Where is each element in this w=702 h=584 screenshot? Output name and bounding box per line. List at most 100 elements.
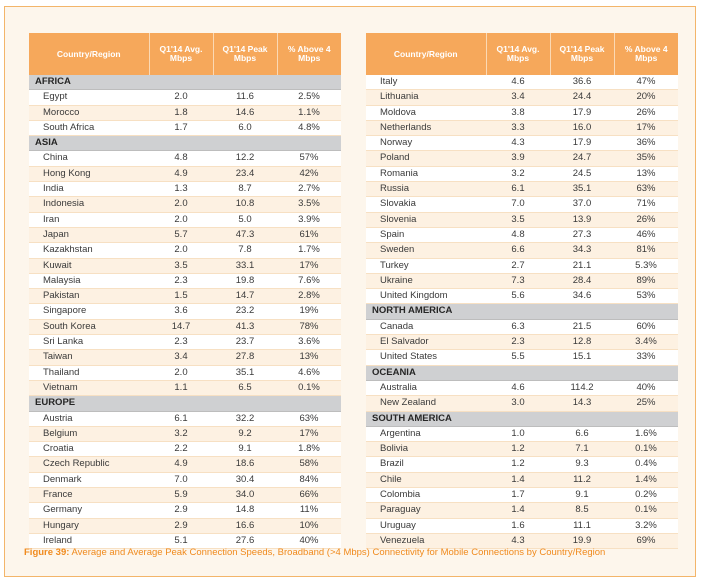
- table-row: Austria 6.1 32.2 63%: [29, 411, 341, 427]
- above-4mbps-cell: 3.9%: [277, 212, 341, 228]
- above-4mbps-cell: 1.4%: [614, 472, 678, 489]
- peak-mbps-cell: 12.8: [550, 334, 614, 351]
- table-row: Colombia 1.7 9.1 0.2%: [366, 487, 678, 504]
- above-4mbps-cell: 61%: [277, 227, 341, 244]
- table-row: Paraguay 1.4 8.5 0.1%: [366, 502, 678, 519]
- peak-mbps-cell: 35.1: [550, 181, 614, 198]
- peak-mbps-cell: 21.1: [550, 258, 614, 274]
- avg-mbps-cell: 2.3: [486, 334, 550, 351]
- region-label: NORTH AMERICA: [366, 303, 678, 320]
- table-row: Croatia 2.2 9.1 1.8%: [29, 441, 341, 458]
- avg-mbps-cell: 2.0: [149, 242, 213, 259]
- peak-mbps-cell: 30.4: [213, 472, 277, 489]
- country-cell: Uruguay: [366, 518, 486, 534]
- table-row: Uruguay 1.6 11.1 3.2%: [366, 518, 678, 534]
- peak-mbps-cell: 9.3: [550, 456, 614, 473]
- avg-mbps-cell: 7.0: [149, 472, 213, 489]
- country-cell: Chile: [366, 472, 486, 489]
- avg-mbps-cell: 1.5: [149, 288, 213, 305]
- table-row: Thailand 2.0 35.1 4.6%: [29, 365, 341, 381]
- avg-mbps-cell: 5.9: [149, 487, 213, 504]
- peak-mbps-cell: 12.2: [213, 150, 277, 167]
- country-cell: Denmark: [29, 472, 149, 489]
- above-4mbps-cell: 47%: [614, 75, 678, 91]
- country-cell: Poland: [366, 150, 486, 167]
- country-cell: Bolivia: [366, 441, 486, 458]
- peak-mbps-cell: 34.0: [213, 487, 277, 504]
- table-row: El Salvador 2.3 12.8 3.4%: [366, 334, 678, 351]
- table-row: Venezuela 4.3 19.9 69%: [366, 533, 678, 550]
- above-4mbps-cell: 26%: [614, 212, 678, 228]
- table-header-row: Country/Region Q1'14 Avg. Mbps Q1'14 Pea…: [366, 33, 678, 75]
- table-row: United States 5.5 15.1 33%: [366, 349, 678, 366]
- avg-mbps-cell: 3.5: [149, 258, 213, 274]
- avg-mbps-cell: 6.1: [486, 181, 550, 198]
- avg-mbps-cell: 1.6: [486, 518, 550, 534]
- country-cell: Taiwan: [29, 349, 149, 366]
- figure-frame: Country/Region Q1'14 Avg. Mbps Q1'14 Pea…: [4, 6, 696, 577]
- avg-mbps-cell: 6.1: [149, 411, 213, 427]
- above-4mbps-cell: 81%: [614, 242, 678, 259]
- above-4mbps-cell: 53%: [614, 288, 678, 305]
- table-row: Australia 4.6 114.2 40%: [366, 380, 678, 397]
- country-cell: New Zealand: [366, 395, 486, 412]
- table-row: Bolivia 1.2 7.1 0.1%: [366, 441, 678, 458]
- avg-mbps-cell: 1.2: [486, 441, 550, 458]
- country-cell: Croatia: [29, 441, 149, 458]
- table-row: Sweden 6.6 34.3 81%: [366, 242, 678, 259]
- avg-mbps-cell: 4.3: [486, 135, 550, 152]
- avg-mbps-cell: 2.3: [149, 273, 213, 290]
- header-avg: Q1'14 Avg. Mbps: [148, 33, 213, 75]
- peak-mbps-cell: 14.6: [213, 105, 277, 121]
- country-cell: Norway: [366, 135, 486, 152]
- table-row: Germany 2.9 14.8 11%: [29, 502, 341, 519]
- peak-mbps-cell: 16.6: [213, 518, 277, 534]
- above-4mbps-cell: 25%: [614, 395, 678, 412]
- peak-mbps-cell: 27.6: [213, 533, 277, 550]
- country-cell: Russia: [366, 181, 486, 198]
- avg-mbps-cell: 5.7: [149, 227, 213, 244]
- avg-mbps-cell: 3.4: [149, 349, 213, 366]
- country-cell: Thailand: [29, 365, 149, 381]
- caption-text: Average and Average Peak Connection Spee…: [69, 547, 606, 558]
- table-row: Lithuania 3.4 24.4 20%: [366, 89, 678, 106]
- avg-mbps-cell: 2.0: [149, 212, 213, 228]
- header-peak: Q1'14 Peak Mbps: [212, 33, 277, 75]
- region-header-row: ASIA: [29, 135, 341, 152]
- country-cell: Slovakia: [366, 196, 486, 213]
- avg-mbps-cell: 1.4: [486, 472, 550, 489]
- table-row: Argentina 1.0 6.6 1.6%: [366, 426, 678, 443]
- above-4mbps-cell: 63%: [614, 181, 678, 198]
- country-cell: Austria: [29, 411, 149, 427]
- table-row: Vietnam 1.1 6.5 0.1%: [29, 380, 341, 397]
- avg-mbps-cell: 2.0: [149, 365, 213, 381]
- region-label: OCEANIA: [366, 365, 678, 381]
- right-table: Country/Region Q1'14 Avg. Mbps Q1'14 Pea…: [366, 33, 678, 550]
- avg-mbps-cell: 3.6: [149, 303, 213, 320]
- avg-mbps-cell: 5.6: [486, 288, 550, 305]
- country-cell: United States: [366, 349, 486, 366]
- region-header-row: AFRICA: [29, 75, 341, 91]
- country-cell: Ireland: [29, 533, 149, 550]
- peak-mbps-cell: 33.1: [213, 258, 277, 274]
- peak-mbps-cell: 24.5: [550, 166, 614, 183]
- peak-mbps-cell: 9.2: [213, 426, 277, 443]
- peak-mbps-cell: 11.6: [213, 89, 277, 106]
- table-row: Pakistan 1.5 14.7 2.8%: [29, 288, 341, 305]
- peak-mbps-cell: 37.0: [550, 196, 614, 213]
- region-header-row: OCEANIA: [366, 365, 678, 381]
- above-4mbps-cell: 17%: [277, 426, 341, 443]
- above-4mbps-cell: 1.7%: [277, 242, 341, 259]
- peak-mbps-cell: 6.0: [213, 120, 277, 137]
- table-row: India 1.3 8.7 2.7%: [29, 181, 341, 198]
- country-cell: Egypt: [29, 89, 149, 106]
- peak-mbps-cell: 7.1: [550, 441, 614, 458]
- country-cell: Ukraine: [366, 273, 486, 290]
- peak-mbps-cell: 23.7: [213, 334, 277, 351]
- above-4mbps-cell: 33%: [614, 349, 678, 366]
- peak-mbps-cell: 21.5: [550, 319, 614, 336]
- table-row: Russia 6.1 35.1 63%: [366, 181, 678, 198]
- header-above: % Above 4 Mbps: [613, 33, 678, 75]
- right-table-panel: Country/Region Q1'14 Avg. Mbps Q1'14 Pea…: [366, 33, 678, 550]
- above-4mbps-cell: 35%: [614, 150, 678, 167]
